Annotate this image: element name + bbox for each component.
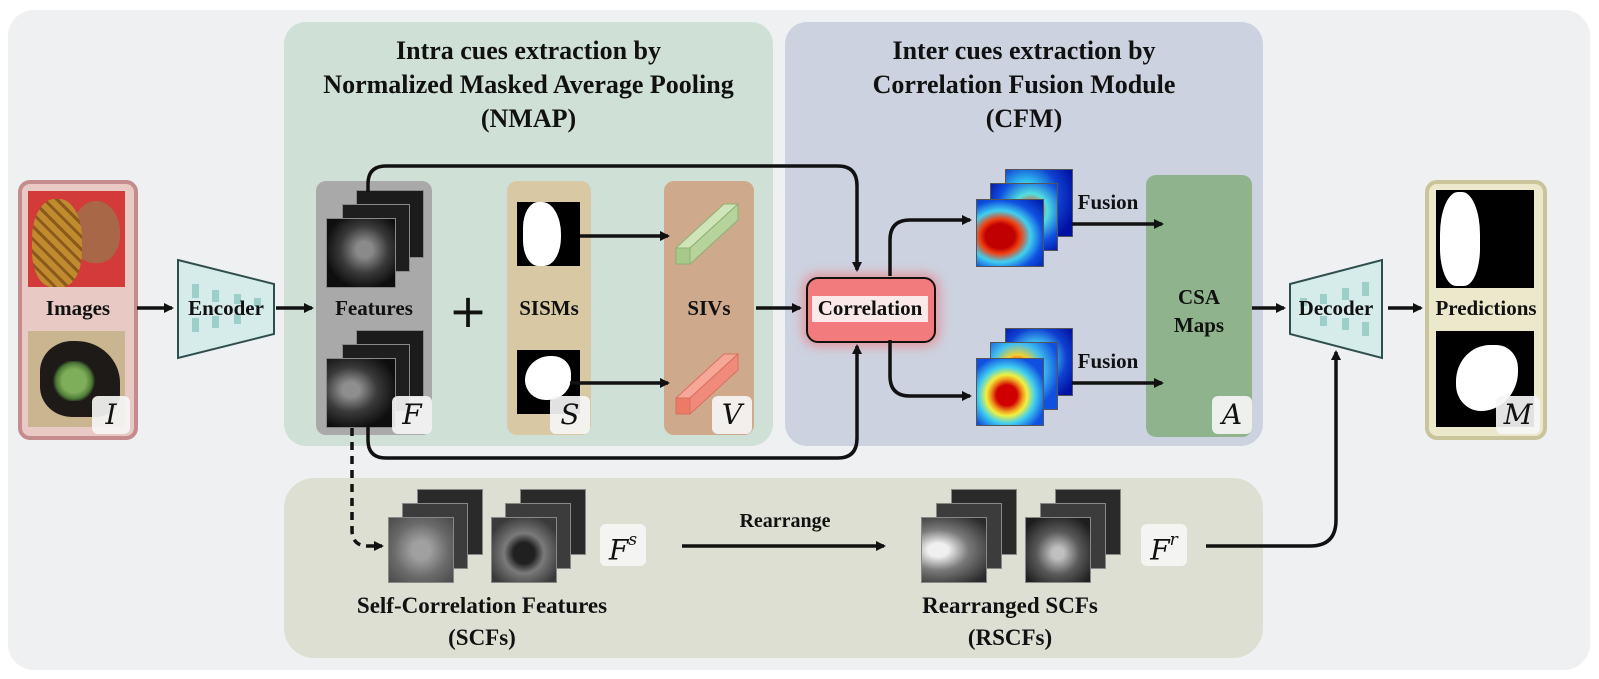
images-label: Images (45, 296, 111, 320)
correlation-label: Correlation (817, 296, 923, 320)
scf-label-line1: Self-Correlation Features (356, 593, 608, 618)
rscf-symbol: Fr (1141, 524, 1187, 566)
siv-vector-green (674, 202, 740, 266)
rscf-map-1a (921, 517, 987, 583)
input-image-portrait (28, 191, 125, 287)
intra-title-line1: Intra cues extraction by (395, 36, 661, 65)
decoder-shape (1289, 258, 1383, 360)
sism-map-1 (517, 202, 580, 266)
heatmap-top-1 (976, 199, 1044, 267)
heatmap-bottom-1 (976, 358, 1044, 426)
features-label: Features (335, 296, 413, 320)
encoder-shape (177, 258, 275, 360)
rscf-map-2a (1025, 517, 1091, 583)
plant-shape (52, 361, 96, 401)
scf-label: Self-Correlation Features (SCFs) (296, 590, 668, 654)
csa-symbol: A (1212, 396, 1252, 434)
csa-label-line1: CSA (1177, 285, 1220, 309)
sisms-symbol: S (550, 396, 590, 434)
scf-label-line2: (SCFs) (448, 625, 516, 650)
encoder-label: Encoder (188, 296, 264, 320)
images-symbol: I (92, 396, 130, 434)
inter-title-line3: (CFM) (985, 104, 1063, 133)
correlation-label-bg (812, 296, 928, 322)
inter-title: Inter cues extraction by Correlation Fus… (785, 34, 1263, 136)
feature-map-2a (326, 358, 396, 428)
sivs-symbol: V (712, 396, 752, 434)
intra-title: Intra cues extraction by Normalized Mask… (284, 34, 773, 136)
sivs-label: SIVs (687, 296, 731, 320)
sisms-label: SISMs (519, 296, 579, 320)
sism-map-1-blob (523, 202, 561, 266)
rscf-label-line2: (RSCFs) (967, 625, 1053, 650)
intra-title-line2: Normalized Masked Average Pooling (323, 70, 734, 99)
decoder-label: Decoder (1298, 296, 1374, 320)
feature-map-1a (326, 218, 396, 288)
csa-label: CSA Maps (1146, 283, 1252, 339)
prediction-map-1 (1436, 190, 1534, 288)
inter-title-line1: Inter cues extraction by (892, 36, 1156, 65)
fusion-label-bottom: Fusion (1077, 349, 1139, 373)
csa-label-line2: Maps (1173, 313, 1225, 337)
scf-symbol: Fs (600, 524, 646, 566)
pineapple-shape (32, 199, 82, 287)
prediction-map-1-blob (1440, 192, 1480, 286)
rscf-label-line1: Rearranged SCFs (922, 593, 1098, 618)
scf-map-2a (491, 517, 557, 583)
plus-sign: + (448, 284, 488, 338)
inter-title-line2: Correlation Fusion Module (872, 70, 1176, 99)
predictions-label: Predictions (1435, 296, 1537, 320)
sism-map-2-blob (525, 356, 571, 400)
predictions-symbol: M (1496, 396, 1540, 434)
features-symbol: F (392, 396, 432, 434)
fusion-label-top: Fusion (1077, 190, 1139, 214)
rscf-label: Rearranged SCFs (RSCFs) (880, 590, 1140, 654)
rearrange-label: Rearrange (739, 510, 831, 532)
intra-title-line3: (NMAP) (480, 104, 577, 133)
input-image-cat (28, 331, 125, 427)
scf-map-1a (388, 517, 454, 583)
